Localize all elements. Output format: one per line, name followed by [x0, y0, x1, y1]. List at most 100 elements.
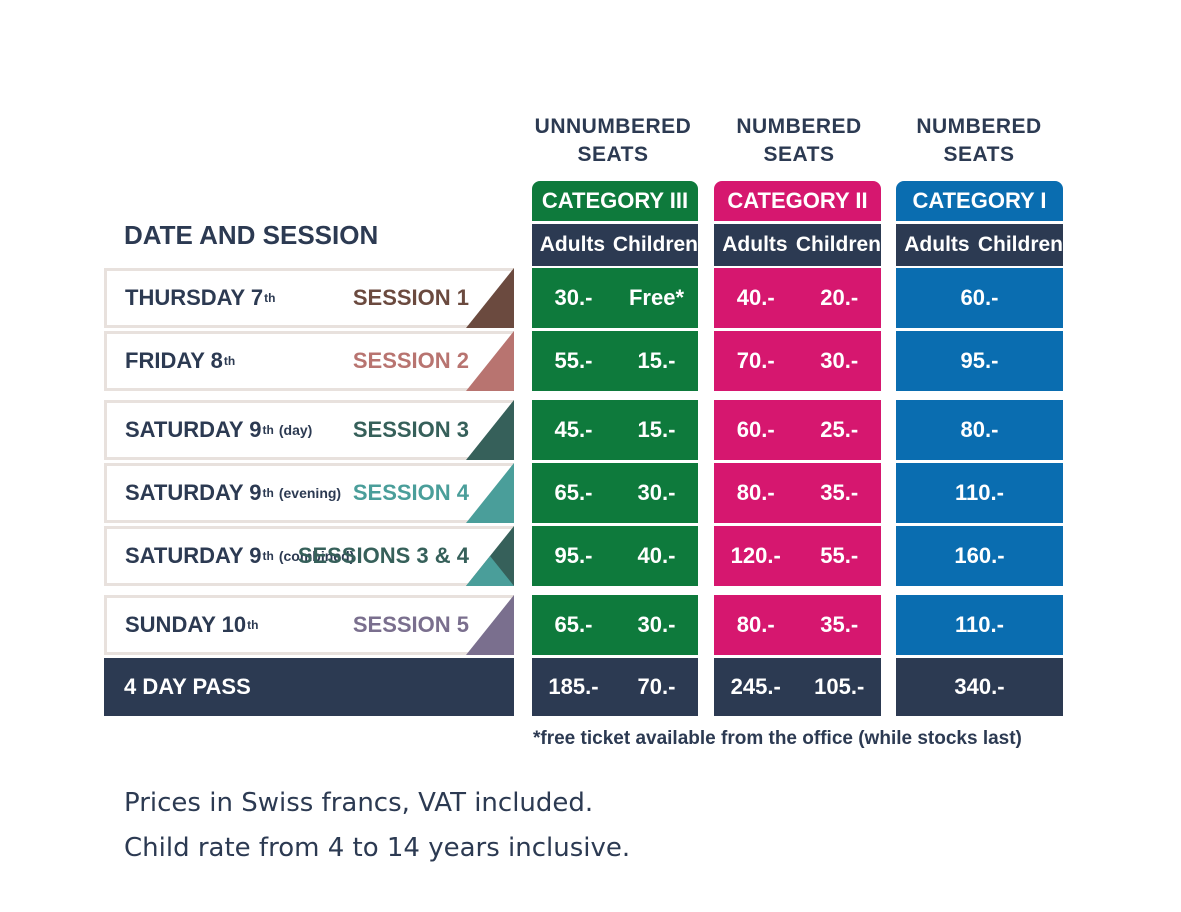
cat2-price-cat2-adults: 80.-: [736, 480, 775, 505]
cat3-price-cat3-children: 30.-: [637, 480, 676, 505]
session-triangle: [466, 400, 514, 460]
cat2-price-cat2-adults: 70.-: [736, 348, 775, 373]
category-i-header: CATEGORY I: [896, 181, 1063, 221]
session-triangle-icon: [466, 400, 514, 460]
row-day-label: THURSDAY 7: [125, 285, 264, 310]
session-triangle: [466, 268, 514, 328]
cat1-price: 60.-: [896, 268, 1063, 328]
cat3-price: 30.- Free*: [532, 268, 698, 328]
cat2-price-cat2-children: 55.-: [820, 543, 859, 568]
free-ticket-footnote: *free ticket available from the office (…: [533, 728, 1022, 749]
cat2-children-label: Children: [795, 233, 881, 256]
row-day-suffix: th: [223, 354, 236, 368]
pass-cat2: 245.- 105.-: [714, 658, 881, 716]
row-session-label: SESSION 2: [352, 348, 469, 373]
cat1-adults-label: Adults: [904, 233, 970, 256]
row-day-note: (combined): [278, 548, 355, 564]
cat2-price: 80.- 35.-: [714, 595, 881, 655]
seats-header-cat3-line2: SEATS: [577, 143, 649, 166]
session-triangle-icon: [466, 331, 514, 391]
row-day-suffix: th: [262, 486, 274, 500]
cat3-subheader: Adults Children: [532, 224, 698, 266]
row-day-suffix: th: [262, 549, 274, 563]
cat1-price-cat1: 80.-: [960, 417, 999, 442]
row-session-label: SESSION 1: [352, 285, 469, 310]
cat1-price: 110.-: [896, 595, 1063, 655]
pass-cat1-price: 340.-: [954, 674, 1005, 699]
child-rate-note: Child rate from 4 to 14 years inclusive.: [124, 833, 631, 863]
cat3-price: 65.- 30.-: [532, 463, 698, 523]
cat1-price-cat1: 160.-: [954, 543, 1005, 568]
pass-cat3-adults: 185.-: [548, 674, 599, 699]
cat3-price: 95.- 40.-: [532, 526, 698, 586]
cat1-price: 160.-: [896, 526, 1063, 586]
date-session-header: DATE AND SESSION: [124, 220, 379, 250]
cat2-price: 40.- 20.-: [714, 268, 881, 328]
cat2-price-cat2-adults: 80.-: [736, 612, 775, 637]
cat2-price-cat2-children: 30.-: [820, 348, 859, 373]
cat3-price: 55.- 15.-: [532, 331, 698, 391]
session-triangle-icon: [466, 268, 514, 328]
session-triangle-icon: [466, 463, 514, 523]
seats-header-cat3: UNNUMBERED SEATS: [529, 113, 697, 169]
row-session-label: SESSION 4: [352, 480, 469, 505]
cat1-subheader: Adults Children: [896, 224, 1063, 266]
cat2-subheader: Adults Children: [714, 224, 881, 266]
seats-header-cat3-line1: UNNUMBERED: [534, 115, 692, 138]
session-triangle: [466, 463, 514, 523]
row-day-label: SATURDAY 9: [125, 480, 262, 505]
row-day-label: SATURDAY 9: [125, 543, 262, 568]
cat1-price: 95.-: [896, 331, 1063, 391]
session-triangle-icon: [466, 595, 514, 655]
pass-cat2-children: 105.-: [814, 674, 865, 699]
seats-header-cat2: NUMBERED SEATS: [715, 113, 883, 169]
cat3-price-cat3-adults: 55.-: [554, 348, 593, 373]
row-day-label: SATURDAY 9: [125, 417, 262, 442]
cat3-price-cat3-adults: 65.-: [554, 480, 593, 505]
cat3-price-cat3-adults: 95.-: [554, 543, 593, 568]
cat3-price-cat3-adults: 65.-: [554, 612, 593, 637]
cat2-price-cat2-children: 20.-: [820, 285, 859, 310]
cat2-price-cat2-children: 35.-: [820, 480, 859, 505]
cat1-price: 110.-: [896, 463, 1063, 523]
row-day-note: (evening): [278, 485, 342, 501]
session-triangle-icon: [466, 526, 514, 586]
row-day-suffix: th: [247, 618, 259, 632]
session-triangle: [466, 331, 514, 391]
pass-cat3: 185.- 70.-: [532, 658, 698, 716]
seats-header-cat2-line1: NUMBERED: [736, 115, 862, 138]
cat3-adults-label: Adults: [539, 233, 606, 256]
cat3-price: 65.- 30.-: [532, 595, 698, 655]
seats-header-cat1-line1: NUMBERED: [916, 115, 1042, 138]
cat1-price-cat1: 95.-: [960, 348, 999, 373]
cat2-price-cat2-adults: 120.-: [730, 543, 781, 568]
session-triangle: [466, 595, 514, 655]
cat2-price-cat2-adults: 40.-: [736, 285, 775, 310]
pass-cat1: 340.-: [896, 658, 1063, 716]
cat3-price-cat3-adults: 45.-: [554, 417, 593, 442]
seats-header-cat1-line2: SEATS: [943, 143, 1015, 166]
cat3-children-label: Children: [612, 233, 698, 256]
cat3-price-cat3-children: 30.-: [637, 612, 676, 637]
cat3-price-cat3-adults: 30.-: [554, 285, 593, 310]
pass-cat3-children: 70.-: [637, 674, 676, 699]
row-session-label: SESSIONS 3 & 4: [297, 543, 469, 568]
cat3-price-cat3-children: Free*: [628, 285, 685, 310]
cat1-children-label: Children: [977, 233, 1063, 256]
row-session-label: SESSION 5: [352, 612, 469, 637]
cat1-price-cat1: 60.-: [960, 285, 999, 310]
four-day-pass-label: 4 DAY PASS: [104, 658, 514, 716]
row-session-label: SESSION 3: [352, 417, 469, 442]
cat1-price-cat1: 110.-: [955, 612, 1004, 637]
cat2-price-cat2-adults: 60.-: [736, 417, 775, 442]
price-note: Prices in Swiss francs, VAT included.: [124, 788, 594, 818]
